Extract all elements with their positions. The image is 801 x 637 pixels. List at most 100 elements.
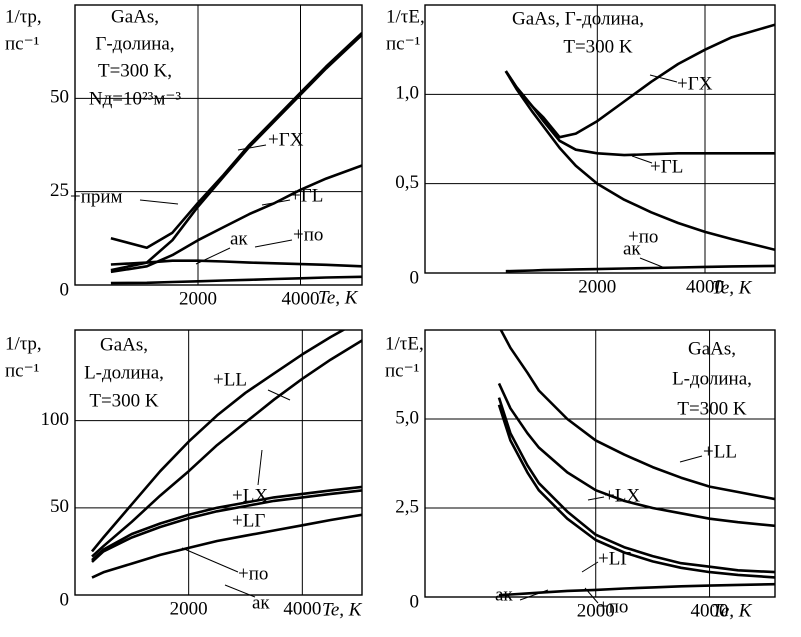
- y-axis-label: 1/τE,: [386, 6, 425, 27]
- curve: [110, 32, 362, 249]
- series-label: ак: [252, 592, 270, 613]
- curve: [110, 164, 362, 274]
- leader-line: [639, 257, 666, 269]
- series-label: +LГ: [598, 548, 631, 569]
- x-tick-label: 4000: [686, 276, 724, 297]
- y-tick-label: 0: [60, 589, 70, 610]
- curve: [504, 23, 775, 139]
- series-label: +ГL: [650, 156, 683, 177]
- series-label: +по: [293, 224, 323, 245]
- y-tick-label: 50: [50, 87, 69, 108]
- x-tick-label: 2000: [170, 598, 208, 619]
- x-axis-label: Te, K: [712, 600, 753, 621]
- leader-line: [649, 74, 678, 83]
- leader-line: [261, 199, 291, 206]
- curve: [497, 382, 775, 528]
- annotation: T=300 K: [563, 36, 633, 57]
- y-tick-label: 0: [410, 591, 420, 612]
- curve: [110, 275, 362, 285]
- x-tick-label: 2000: [578, 276, 616, 297]
- series-label: ак: [623, 238, 641, 259]
- x-tick-label: 4000: [691, 600, 729, 621]
- annotation: Nд=10²³м⁻³: [89, 88, 182, 109]
- series-label: +LL: [213, 369, 247, 390]
- y-tick-label: 0,5: [395, 172, 419, 193]
- panel: 2000 4000 0 25 50 1/τp, пс⁻¹ Te, K GaAs, Г-долина…: [5, 4, 363, 309]
- leader-line: [679, 455, 703, 463]
- series-label: +LL: [703, 441, 737, 462]
- leader-line: [587, 496, 605, 501]
- series-label: +LГ: [232, 510, 265, 531]
- leader-line: [631, 155, 653, 164]
- curve: [497, 397, 775, 574]
- x-tick-label: 2000: [577, 600, 615, 621]
- y-tick-label: 5,0: [395, 407, 419, 428]
- y-axis-label: пс⁻¹: [386, 33, 421, 54]
- annotation: L-долина,: [672, 368, 752, 389]
- annotation: GaAs,: [111, 6, 159, 27]
- y-tick-label: 25: [50, 180, 69, 201]
- series-label: +по: [628, 226, 658, 247]
- leader-line: [181, 547, 239, 573]
- curve: [91, 489, 362, 563]
- y-tick-label: 0: [410, 267, 420, 288]
- y-tick-label: 1,0: [395, 83, 419, 104]
- curve: [91, 485, 362, 562]
- annotation: GaAs,: [688, 338, 736, 359]
- y-tick-label: 50: [50, 496, 69, 517]
- curve: [91, 513, 362, 579]
- series-label: +LX: [604, 485, 640, 506]
- curve: [498, 582, 775, 597]
- leader-line: [237, 144, 267, 151]
- curve: [499, 330, 775, 501]
- x-axis-label: Te, K: [322, 599, 363, 620]
- curve: [91, 339, 362, 558]
- leader-line: [224, 584, 256, 598]
- y-axis-label: пс⁻¹: [385, 360, 420, 381]
- x-axis-label: Te, K: [712, 277, 753, 298]
- curve: [497, 404, 775, 579]
- series-label: +ГХ: [268, 129, 304, 150]
- panel: 2000 4000 0 2,5 5,0 1/τE, пс⁻¹ Te, K GaAs, L-доли…: [385, 329, 776, 621]
- panel: 2000 4000 0 0,5 1,0 1/τE, пс⁻¹ Te, K GaAs, Г-дол…: [386, 4, 776, 298]
- annotation: GaAs,: [100, 334, 148, 355]
- curve: [90, 330, 346, 553]
- curve: [504, 70, 775, 157]
- x-tick-label: 4000: [283, 598, 321, 619]
- y-tick-label: 2,5: [395, 496, 419, 517]
- leader-line: [195, 247, 231, 265]
- y-axis-label: 1/τp,: [5, 6, 42, 27]
- y-axis-label: 1/τE,: [385, 333, 424, 354]
- curve: [505, 264, 775, 273]
- series-label: ак: [230, 228, 248, 249]
- y-axis-label: пс⁻¹: [5, 33, 40, 54]
- x-tick-label: 4000: [282, 288, 320, 309]
- y-axis-label: 1/τp,: [5, 333, 42, 354]
- y-tick-label: 0: [60, 279, 70, 300]
- series-label: +прим: [70, 186, 123, 207]
- leader-line: [519, 589, 549, 601]
- annotation: GaAs, Г-долина,: [512, 8, 644, 29]
- series-label: +по: [598, 596, 628, 617]
- leader-line: [139, 199, 179, 205]
- curve: [504, 70, 775, 252]
- series-label: +ГХ: [677, 73, 713, 94]
- leader-line: [257, 449, 263, 486]
- y-axis-label: пс⁻¹: [5, 360, 40, 381]
- annotation: T=300 K: [89, 390, 159, 411]
- series-label: +по: [238, 563, 268, 584]
- y-tick-label: 100: [41, 409, 70, 430]
- x-tick-label: 2000: [179, 288, 217, 309]
- leader-line: [581, 561, 599, 573]
- series-label: +ГL: [290, 185, 323, 206]
- curve: [110, 259, 362, 268]
- leader-line: [254, 239, 293, 248]
- x-axis-label: Te, K: [318, 287, 359, 308]
- panel: 2000 4000 0 50 100 1/τp, пс⁻¹ Te, K GaAs, L-долин…: [5, 329, 363, 620]
- series-label: ак: [495, 584, 513, 605]
- annotation: Г-долина,: [95, 33, 174, 54]
- annotation: T=300 K,: [98, 60, 172, 81]
- annotation: T=300 K: [677, 398, 747, 419]
- annotation: L-долина,: [84, 362, 164, 383]
